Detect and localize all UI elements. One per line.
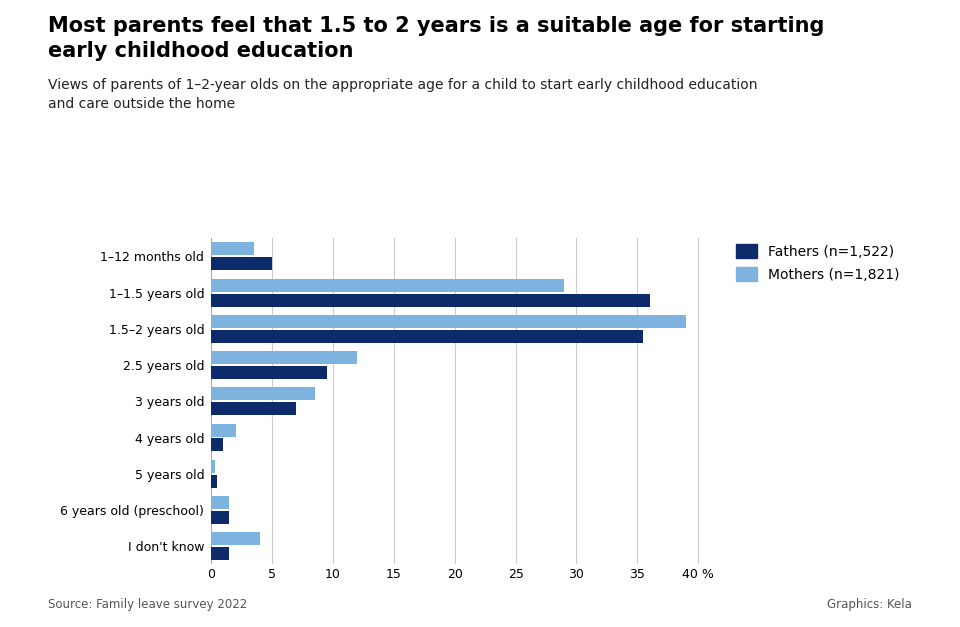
Bar — [211, 547, 229, 560]
Bar — [211, 438, 224, 451]
Bar — [211, 460, 215, 473]
Bar — [211, 366, 326, 379]
Bar — [211, 330, 643, 343]
Bar — [211, 511, 229, 524]
Bar — [211, 387, 315, 401]
Bar — [211, 475, 217, 488]
Text: Source: Family leave survey 2022: Source: Family leave survey 2022 — [48, 598, 248, 611]
Text: Graphics: Kela: Graphics: Kela — [828, 598, 912, 611]
Bar — [211, 532, 260, 545]
Bar — [211, 257, 272, 270]
Bar — [211, 243, 253, 255]
Text: Views of parents of 1–2-year olds on the appropriate age for a child to start ea: Views of parents of 1–2-year olds on the… — [48, 78, 757, 111]
Bar — [211, 351, 357, 364]
Bar — [211, 315, 686, 328]
Bar — [211, 278, 564, 292]
Bar — [211, 496, 229, 509]
Bar — [211, 293, 650, 307]
Text: early childhood education: early childhood education — [48, 41, 353, 61]
Bar — [211, 402, 297, 415]
Legend: Fathers (n=1,522), Mothers (n=1,821): Fathers (n=1,522), Mothers (n=1,821) — [731, 238, 905, 287]
Text: Most parents feel that 1.5 to 2 years is a suitable age for starting: Most parents feel that 1.5 to 2 years is… — [48, 16, 825, 36]
Bar — [211, 424, 235, 436]
